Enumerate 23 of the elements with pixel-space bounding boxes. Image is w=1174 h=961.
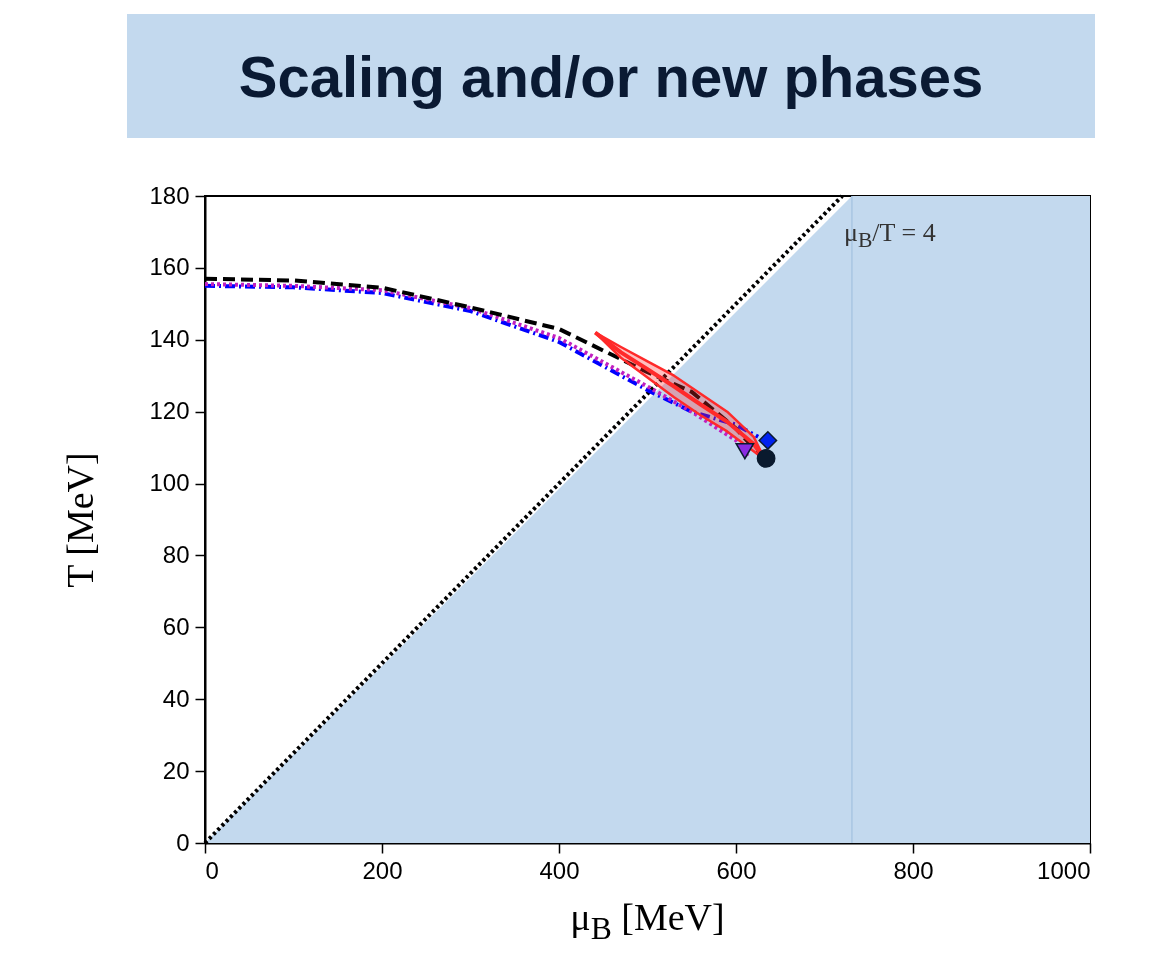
x-tick-label: 400 (539, 856, 580, 884)
annotation: μ$_{B}$/T = 4 (843, 218, 936, 254)
y-axis-title: T [MeV] (58, 451, 102, 588)
x-tick-label: 600 (716, 856, 757, 884)
x-tick-label: 200 (362, 856, 403, 884)
x-axis-title: μ$_{B}$ [MeV] (570, 895, 725, 947)
y-tick-label: 20 (162, 756, 190, 784)
y-tick-label: 140 (149, 325, 190, 353)
y-tick-label: 0 (176, 828, 190, 856)
y-tick-label: 180 (149, 181, 190, 209)
y-tick-label: 60 (162, 612, 190, 640)
y-tick-label: 80 (162, 540, 190, 568)
y-tick-label: 120 (149, 397, 190, 425)
point (735, 442, 755, 460)
point (758, 431, 778, 450)
x-tick-label: 1000 (1037, 856, 1091, 884)
x-tick-label: 0 (205, 856, 219, 884)
y-tick-label: 100 (149, 469, 190, 497)
x-tick-label: 800 (893, 856, 934, 884)
y-tick-label: 40 (162, 684, 190, 712)
point (756, 449, 776, 468)
y-tick-label: 160 (149, 253, 190, 281)
chart-title: Scaling and/or new phases (127, 14, 1095, 138)
